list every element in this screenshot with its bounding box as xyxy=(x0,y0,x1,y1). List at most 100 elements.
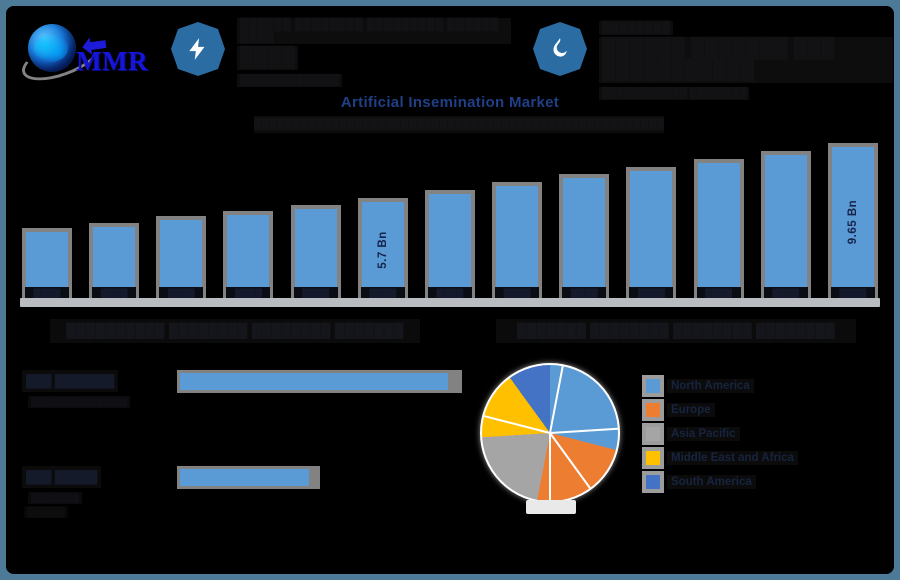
header-cagr-body: ██████ ████████ █████████ ██████ ████ ██… xyxy=(237,18,511,88)
legend-label: North America xyxy=(667,379,754,393)
segment-bar-row: ███ ███████ ████████████████ xyxy=(22,370,462,408)
bar-column: ████ xyxy=(559,138,610,302)
legend-label: Asia Pacific xyxy=(667,427,740,441)
header-cagr-block: ██████ ████████ █████████ ██████ ████ ██… xyxy=(171,18,511,87)
chart-title: Artificial Insemination Market xyxy=(340,94,560,111)
cagr-value: ████ xyxy=(237,46,299,70)
bar-fill xyxy=(93,226,136,298)
bar[interactable] xyxy=(156,216,207,301)
chart-subtitle: ████████████████████████████████████████… xyxy=(254,116,664,133)
legend-label: South America xyxy=(667,475,756,489)
bar-value-label: 9.65 Bn xyxy=(846,200,859,245)
pie-slice-divider xyxy=(549,433,551,501)
bar-column: ████ xyxy=(693,138,744,302)
bar[interactable] xyxy=(424,190,475,301)
segment-bar-note: ████████████████ xyxy=(28,396,131,408)
segment-bar-fill xyxy=(180,469,309,486)
pie-slice-divider xyxy=(549,432,591,489)
legend-item[interactable]: Middle East and Africa xyxy=(642,446,876,470)
bar-fill xyxy=(764,155,807,298)
legend-item[interactable]: South America xyxy=(642,470,876,494)
bar-fill xyxy=(26,231,68,298)
bar-fill xyxy=(630,171,673,298)
header-market-size-block: ████████ ██████ ███████ ███ ███████████ … xyxy=(533,18,893,100)
legend-color-swatch xyxy=(642,423,664,445)
bar-fill xyxy=(294,208,337,298)
bar-fill xyxy=(160,220,203,298)
segment-bar-note: ████████ xyxy=(28,492,83,504)
bar[interactable] xyxy=(559,173,610,301)
bar-value-label: 5.7 Bn xyxy=(376,231,389,269)
bar-fill: 5.7 Bn xyxy=(361,202,404,298)
legend-label: Europe xyxy=(667,403,715,417)
pie-slice-divider xyxy=(483,415,551,434)
pie-slice-divider xyxy=(549,427,618,434)
bar-fill xyxy=(496,186,539,298)
x-axis-line xyxy=(20,298,880,307)
regional-pie-chart xyxy=(474,361,626,503)
bar-column: 5.7 Bn ████ xyxy=(357,138,408,302)
section-heading-left: ██████████ ████████ ████████ ███████ xyxy=(50,319,420,343)
bar-column: 9.65 Bn ████ xyxy=(827,138,878,302)
segment-bar-label: ███ ███████ xyxy=(22,370,119,392)
market-size-value: ██████ ███████ ███ ███████████ xyxy=(599,37,893,83)
bar-column: ████ xyxy=(223,138,274,302)
bar-chart: ████ ████ ████ ████ ████ 5.7 Bn ████ ████ ████ ██… xyxy=(22,138,878,302)
segment-bar-label: ███ █████ xyxy=(22,466,102,488)
bar-column: ████ xyxy=(290,138,341,302)
legend-label: Middle East and Africa xyxy=(667,451,798,465)
bar[interactable] xyxy=(223,211,274,301)
segment-bar-row: ███ █████ ████████ xyxy=(22,466,462,504)
bar-column: ████ xyxy=(626,138,677,302)
bar-fill: 9.65 Bn xyxy=(831,146,874,298)
bar-fill xyxy=(697,163,740,298)
bar-fill xyxy=(428,194,471,298)
market-size-label: ████████ xyxy=(599,21,674,35)
bar[interactable] xyxy=(492,182,543,301)
bar[interactable] xyxy=(22,227,72,301)
legend-item[interactable]: Europe xyxy=(642,398,876,422)
logo-text: MMR xyxy=(76,46,148,76)
bar-column: ████ xyxy=(492,138,543,302)
bar-fill xyxy=(227,215,270,298)
flame-drop-icon xyxy=(533,22,587,76)
header-market-size-body: ████████ ██████ ███████ ███ ███████████ … xyxy=(599,18,893,101)
brand-logo[interactable]: ➡ MMR xyxy=(16,20,160,89)
bar[interactable] xyxy=(760,151,811,301)
bar-column: ████ xyxy=(424,138,475,302)
segment-bar-track[interactable] xyxy=(177,466,320,489)
pie-base-shadow xyxy=(526,500,576,514)
header: ➡ MMR ██████ ████████ █████████ ██████ █… xyxy=(6,6,894,100)
legend-color-swatch xyxy=(642,471,664,493)
bar-column: ████ xyxy=(156,138,207,302)
pie-slices xyxy=(480,363,620,503)
legend-color-swatch xyxy=(642,447,664,469)
legend-color-swatch xyxy=(642,399,664,421)
bar[interactable] xyxy=(290,204,341,301)
segment-bar-group: ███ ███████ ████████████████ ███ █████ ████… xyxy=(22,366,462,506)
cagr-label: ██████ ████████ █████████ ██████ ████ xyxy=(237,18,511,44)
lightning-bolt-icon xyxy=(171,22,225,76)
footer-note: ██████ xyxy=(24,506,69,518)
pie-legend: North America Europe Asia Pacific Middle Ea… xyxy=(642,374,876,494)
segment-bar-fill xyxy=(180,373,448,390)
cagr-sub: ██████████████ xyxy=(237,74,343,87)
market-size-sub: ████████████ ████████ xyxy=(599,87,750,100)
bar[interactable] xyxy=(693,159,744,301)
bar[interactable]: 9.65 Bn xyxy=(827,142,878,301)
pie-slice-divider xyxy=(549,366,564,434)
bar-fill xyxy=(563,177,606,298)
legend-item[interactable]: North America xyxy=(642,374,876,398)
bar-column: ████ xyxy=(89,138,140,302)
bar[interactable] xyxy=(626,167,677,301)
section-heading-right: ███████ ████████ ████████ ████████ xyxy=(496,319,856,343)
legend-color-swatch xyxy=(642,375,664,397)
globe-icon xyxy=(28,24,76,72)
bar[interactable]: 5.7 Bn xyxy=(357,198,408,301)
infographic-canvas: ➡ MMR ██████ ████████ █████████ ██████ █… xyxy=(6,6,894,574)
bar-column: ████ xyxy=(22,138,72,302)
legend-item[interactable]: Asia Pacific xyxy=(642,422,876,446)
bar-column: ████ xyxy=(760,138,811,302)
segment-bar-track[interactable] xyxy=(177,370,462,393)
